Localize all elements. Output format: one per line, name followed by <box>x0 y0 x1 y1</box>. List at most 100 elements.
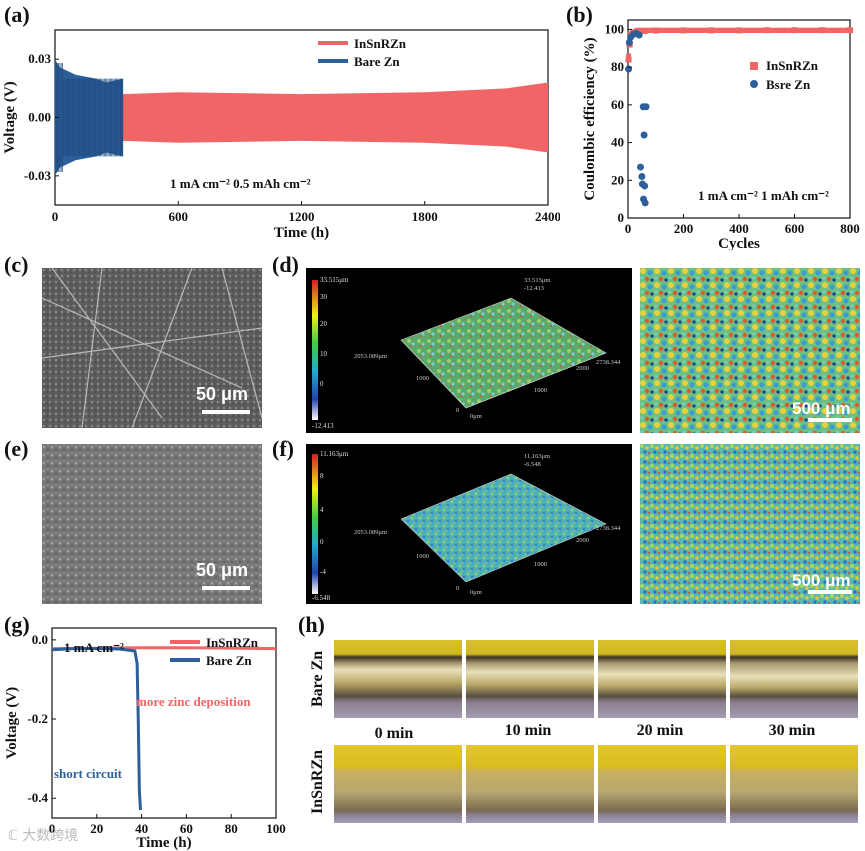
point-insnrzn-b-11 <box>791 27 798 34</box>
panel-label-e: (e) <box>4 436 29 461</box>
panel-label-f: (f) <box>272 436 294 461</box>
xtick-a-2: 1200 <box>289 209 315 224</box>
watermark: ℂ 大数跨境 <box>8 828 79 844</box>
optical-photo-bare-zn-1 <box>466 640 594 718</box>
point-insnrzn-b-13 <box>847 27 853 34</box>
axis-b-f-0: 2000 <box>576 537 589 544</box>
point-insnrzn-b <box>626 53 632 59</box>
scale-bar-e <box>202 586 250 590</box>
xlabel-b: Cycles <box>718 236 760 250</box>
optical-photo-insnrzn-0 <box>334 745 462 823</box>
panel-label-g: (g) <box>4 612 30 637</box>
series-line-g-1 <box>51 647 142 811</box>
ytick-g-1: -0.2 <box>27 711 48 726</box>
plot-frame-g <box>51 627 277 819</box>
xtick-g-5: 100 <box>266 821 286 836</box>
point-insnrzn-b-9 <box>736 27 742 34</box>
sem-texture-c <box>42 268 262 428</box>
xlabel-a: Time (h) <box>274 225 329 241</box>
point-insnrzn-b-7 <box>680 27 687 34</box>
point-insnrzn-b-8 <box>708 27 715 34</box>
axis-a-d-0: 1000 <box>416 375 429 382</box>
ytick-b-4: 80 <box>611 59 624 74</box>
axis-b-d-1: 1000 <box>534 387 547 394</box>
ytick-g-0: 0.0 <box>32 632 48 647</box>
row-label-insnrzn: InSnRZn <box>309 749 326 814</box>
optical-photo-insnrzn-2 <box>598 745 726 823</box>
annotation-red-g: more zinc deposition <box>136 694 251 709</box>
scale-bar-f <box>808 590 852 594</box>
colorbar-tick-d-1: 20 <box>320 320 328 328</box>
colorbar-min-d: -12.413 <box>312 422 334 430</box>
optical-photo-bare-zn-2 <box>598 640 726 718</box>
annotation-a: 1 mA cm⁻² 0.5 mAh cm⁻² <box>170 176 311 191</box>
point-bare-zn-b-7 <box>638 173 646 181</box>
top-right-f: 11.163μm <box>524 453 550 460</box>
axis-a-f-0: 1000 <box>416 553 429 560</box>
point-bare-zn-b-14 <box>642 103 650 111</box>
sem-texture-e <box>42 444 262 604</box>
time-label-2: 20 min <box>636 722 684 739</box>
legend-marker-b-1 <box>750 80 758 88</box>
colorbar-max-f: 11.163μm <box>320 450 349 458</box>
profile-3d-f: 11.163μm 8 4 0 -4 -6.548 11.163μm -6.548… <box>306 444 632 604</box>
scale-bar-c <box>202 410 250 414</box>
xtick-a-3: 1800 <box>412 209 438 224</box>
optical-photo-bare-zn-3 <box>730 640 858 718</box>
colorbar-tick-f-0: 8 <box>320 472 324 480</box>
panel-label-c: (c) <box>4 252 29 277</box>
colorbar-tick-f-3: -4 <box>320 568 326 576</box>
ytick-a-0: 0.03 <box>28 51 51 66</box>
point-insnrzn-b-10 <box>763 27 770 34</box>
colorbar-tick-f-1: 4 <box>320 506 324 514</box>
point-bare-zn-b-5 <box>635 31 643 39</box>
chart-g: 0 20 40 60 80 100 0.0 -0.2 -0.4 Time (h) Voltage (… <box>4 627 286 851</box>
xtick-g-3: 60 <box>180 821 193 836</box>
ylabel-b: Coulombic efficiency (%) <box>582 37 598 200</box>
point-insnrzn-b-6 <box>652 27 659 34</box>
colorbar-tick-d-2: 10 <box>320 350 328 358</box>
xtick-b-2: 400 <box>729 221 749 236</box>
point-bare-zn-b-0 <box>625 65 633 73</box>
chart-a: 0 600 1200 1800 2400 0.03 0.00 -0.03 Time (h) Vol… <box>2 29 560 241</box>
axis-b-d-2: 0μm <box>470 413 482 420</box>
xtick-a-4: 2400 <box>535 209 560 224</box>
series-insnrzn-a <box>122 82 548 153</box>
legend-label-a-0: InSnRZn <box>354 36 407 51</box>
point-bare-zn-b-1 <box>625 39 633 47</box>
colorbar-max-d: 33.515μm <box>320 276 349 284</box>
xtick-b-4: 800 <box>840 221 860 236</box>
colorbar-tick-f-2: 0 <box>320 538 324 546</box>
annotation-blue-g: short circuit <box>54 766 123 781</box>
x-extent-d: 2738.344 <box>596 359 621 366</box>
legend-label-b-1: Bsre Zn <box>766 77 811 92</box>
optical-photo-insnrzn-3 <box>730 745 858 823</box>
sem-image-c: 50 μm <box>42 268 262 428</box>
panel-label-h: (h) <box>298 612 325 637</box>
legend-label-g-0: InSnRZn <box>206 635 259 650</box>
axis-b-f-2: 0μm <box>470 589 482 596</box>
xtick-a-1: 600 <box>169 209 189 224</box>
chart-b: 0 200 400 600 800 0 20 40 60 80 100 Cycles Coulombic… <box>582 19 860 250</box>
ylabel-a: Voltage (V) <box>2 81 18 153</box>
legend-label-g-1: Bare Zn <box>206 653 252 668</box>
legend-marker-b-0 <box>750 62 758 70</box>
time-label-1: 10 min <box>504 722 552 739</box>
height-map-d: 500 μm <box>640 268 860 433</box>
annotation-b: 1 mA cm⁻² 1 mAh cm⁻² <box>698 188 829 203</box>
point-bare-zn-b-11 <box>640 131 648 139</box>
panel-label-b: (b) <box>566 2 593 27</box>
xtick-b-1: 200 <box>674 221 694 236</box>
point-insnrzn-b-0 <box>625 56 632 63</box>
point-insnrzn-b-12 <box>819 27 826 34</box>
colorbar-tick-d-3: 0 <box>320 380 324 388</box>
point-bare-zn-b-13 <box>641 199 649 207</box>
scale-label-c: 50 μm <box>196 384 249 404</box>
axis-a-d-1: 0 <box>456 407 459 414</box>
panel-label-a: (a) <box>4 2 30 27</box>
ytick-b-0: 0 <box>618 210 625 225</box>
ytick-b-3: 60 <box>611 97 624 112</box>
axis-a-f-1: 0 <box>456 585 459 592</box>
y-extent-d: 2053.089μm <box>354 353 387 360</box>
sem-image-e: 50 μm <box>42 444 262 604</box>
